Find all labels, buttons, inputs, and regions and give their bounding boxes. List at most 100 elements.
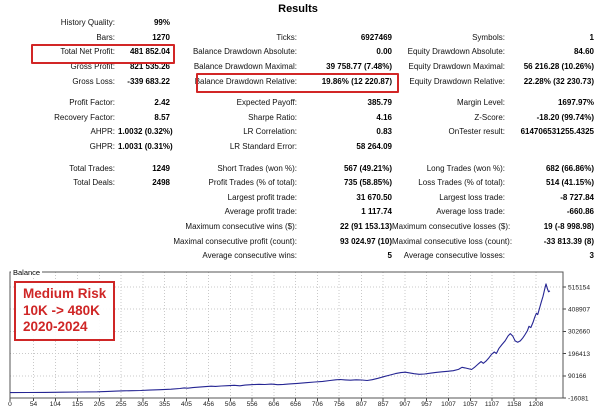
svg-text:155: 155 — [72, 401, 83, 408]
stat-label: Total Net Profit: — [60, 47, 115, 57]
stat-value: -8 727.84 — [560, 192, 594, 202]
stat-label: GHPR: — [89, 142, 115, 152]
svg-text:656: 656 — [290, 401, 301, 408]
stat-label: Profit Trades (% of total): — [208, 178, 297, 188]
stat-value: 735 (58.85%) — [343, 178, 392, 188]
stat-value: 682 (66.86%) — [545, 163, 594, 173]
stat-value: 2.42 — [154, 98, 170, 108]
stat-value: 821 535.26 — [129, 62, 170, 72]
stat-label: Balance Drawdown Absolute: — [192, 47, 297, 57]
y-axis-labels: -16081 90166 196413 302660 408907 515154 — [568, 284, 590, 402]
stat-label: Average profit trade: — [224, 207, 297, 217]
table-row: Bars: 1270 Ticks: 6927469 Symbols: 1 — [0, 31, 600, 46]
svg-text:556: 556 — [247, 401, 258, 408]
balance-chart-section: Balance 0 54 104 155 205 255 305 355 405 456 506 55… — [0, 268, 600, 417]
stat-value: 514 (41.15%) — [545, 178, 594, 188]
stat-value: 22.28% (32 230.73) — [523, 76, 594, 86]
table-row: AHPR: 1.0032 (0.32%) LR Correlation: 0.83 … — [0, 125, 600, 140]
svg-text:405: 405 — [181, 401, 192, 408]
svg-text:515154: 515154 — [568, 284, 590, 291]
svg-text:104: 104 — [50, 401, 61, 408]
stat-label: Equity Drawdown Relative: — [409, 76, 505, 86]
svg-text:0: 0 — [8, 401, 12, 408]
table-row: Gross Profit: 821 535.26 Balance Drawdown… — [0, 60, 600, 75]
stat-label: Largest profit trade: — [227, 192, 297, 202]
table-row: Recovery Factor: 8.57 Sharpe Ratio: 4.16 Z… — [0, 111, 600, 126]
stat-value: 56 216.28 (10.26%) — [523, 62, 594, 72]
table-row: Profit Factor: 2.42 Expected Payoff: 385.7… — [0, 96, 600, 111]
svg-text:1007: 1007 — [441, 401, 456, 408]
stat-label: Equity Drawdown Maximal: — [408, 62, 505, 72]
svg-text:205: 205 — [94, 401, 105, 408]
svg-text:54: 54 — [30, 401, 38, 408]
stat-value: 93 024.97 (10) — [339, 236, 392, 246]
svg-text:506: 506 — [225, 401, 236, 408]
stat-label: Maximal consecutive loss (count): — [392, 236, 513, 246]
svg-text:1057: 1057 — [463, 401, 478, 408]
stat-value: 58 264.09 — [356, 142, 392, 152]
stat-label: Average consecutive wins: — [202, 251, 297, 261]
stat-value: 1270 — [152, 32, 170, 42]
annotation-line-2: 10K -> 480K — [23, 302, 100, 318]
stat-value: 614706531255.4325 — [520, 127, 594, 137]
x-axis-labels: 0 54 104 155 205 255 305 355 405 456 506 556 606 656 7… — [8, 401, 544, 408]
svg-text:302660: 302660 — [568, 329, 590, 336]
stat-label: Margin Level: — [456, 98, 505, 108]
stat-label: Gross Loss: — [72, 76, 115, 86]
stat-label: Balance Drawdown Maximal: — [193, 62, 297, 72]
stat-value: 8.57 — [154, 112, 170, 122]
stat-label: Maximum consecutive losses ($): — [392, 222, 511, 232]
stat-label: Loss Trades (% of total): — [418, 178, 505, 188]
svg-text:1158: 1158 — [507, 401, 522, 408]
stat-label: Ticks: — [276, 32, 297, 42]
svg-text:90166: 90166 — [568, 373, 587, 380]
svg-text:857: 857 — [378, 401, 389, 408]
stat-value: 3 — [589, 251, 594, 261]
stat-value: 481 852.04 — [129, 47, 170, 57]
svg-text:456: 456 — [203, 401, 214, 408]
table-row: Average consecutive wins: 5 Average conse… — [0, 249, 600, 264]
stat-value: 99% — [153, 18, 170, 28]
svg-text:706: 706 — [312, 401, 323, 408]
stat-value: 2498 — [152, 178, 170, 188]
svg-text:305: 305 — [137, 401, 148, 408]
stat-value: 39 758.77 (7.48%) — [326, 62, 392, 72]
stat-value: 22 (91 153.13) — [339, 222, 392, 232]
stat-label: Recovery Factor: — [54, 112, 115, 122]
svg-text:408907: 408907 — [568, 307, 590, 314]
stat-value: 5 — [387, 251, 392, 261]
stat-value: 4.16 — [376, 112, 392, 122]
stat-label: Maximum consecutive wins ($): — [185, 222, 297, 232]
stat-label: Profit Factor: — [69, 98, 115, 108]
stat-value: 6927469 — [360, 32, 392, 42]
svg-text:957: 957 — [421, 401, 432, 408]
stat-value: 1 — [589, 32, 594, 42]
table-row: Maximum consecutive wins ($): 22 (91 153.… — [0, 220, 600, 235]
stats-table: History Quality: 99% Bars: 1270 Ticks: 6927… — [0, 16, 600, 264]
stat-label: Average consecutive losses: — [403, 251, 505, 261]
stat-label: Z-Score: — [474, 112, 505, 122]
stat-value: -33 813.39 (8) — [543, 236, 594, 246]
stat-value: -660.86 — [566, 207, 594, 217]
stat-label: Gross Profit: — [70, 62, 115, 72]
balance-curve — [9, 283, 551, 394]
table-row-total-net-profit: Total Net Profit: 481 852.04 Balance Draw… — [0, 45, 600, 60]
svg-text:196413: 196413 — [568, 351, 590, 358]
stat-label: Total Deals: — [73, 178, 115, 188]
table-row: Total Trades: 1249 Short Trades (won %): 5… — [0, 161, 600, 176]
stat-label: Expected Payoff: — [236, 98, 297, 108]
stat-value: 1.0032 (0.32%) — [118, 127, 173, 137]
stat-label: LR Standard Error: — [229, 142, 297, 152]
stat-value: 567 (49.21%) — [343, 163, 392, 173]
plot-border — [9, 271, 564, 399]
stat-value: 385.79 — [367, 98, 392, 108]
svg-text:355: 355 — [159, 401, 170, 408]
svg-text:807: 807 — [356, 401, 367, 408]
table-row: History Quality: 99% — [0, 16, 600, 31]
chart-annotation: Medium Risk 10K -> 480K 2020-2024 — [14, 281, 116, 341]
stat-label: Bars: — [96, 32, 115, 42]
table-row: Average profit trade: 1 117.74 Average lo… — [0, 205, 600, 220]
stat-label: Balance Drawdown Relative: — [194, 76, 297, 86]
stat-value: 1 117.74 — [361, 207, 392, 217]
